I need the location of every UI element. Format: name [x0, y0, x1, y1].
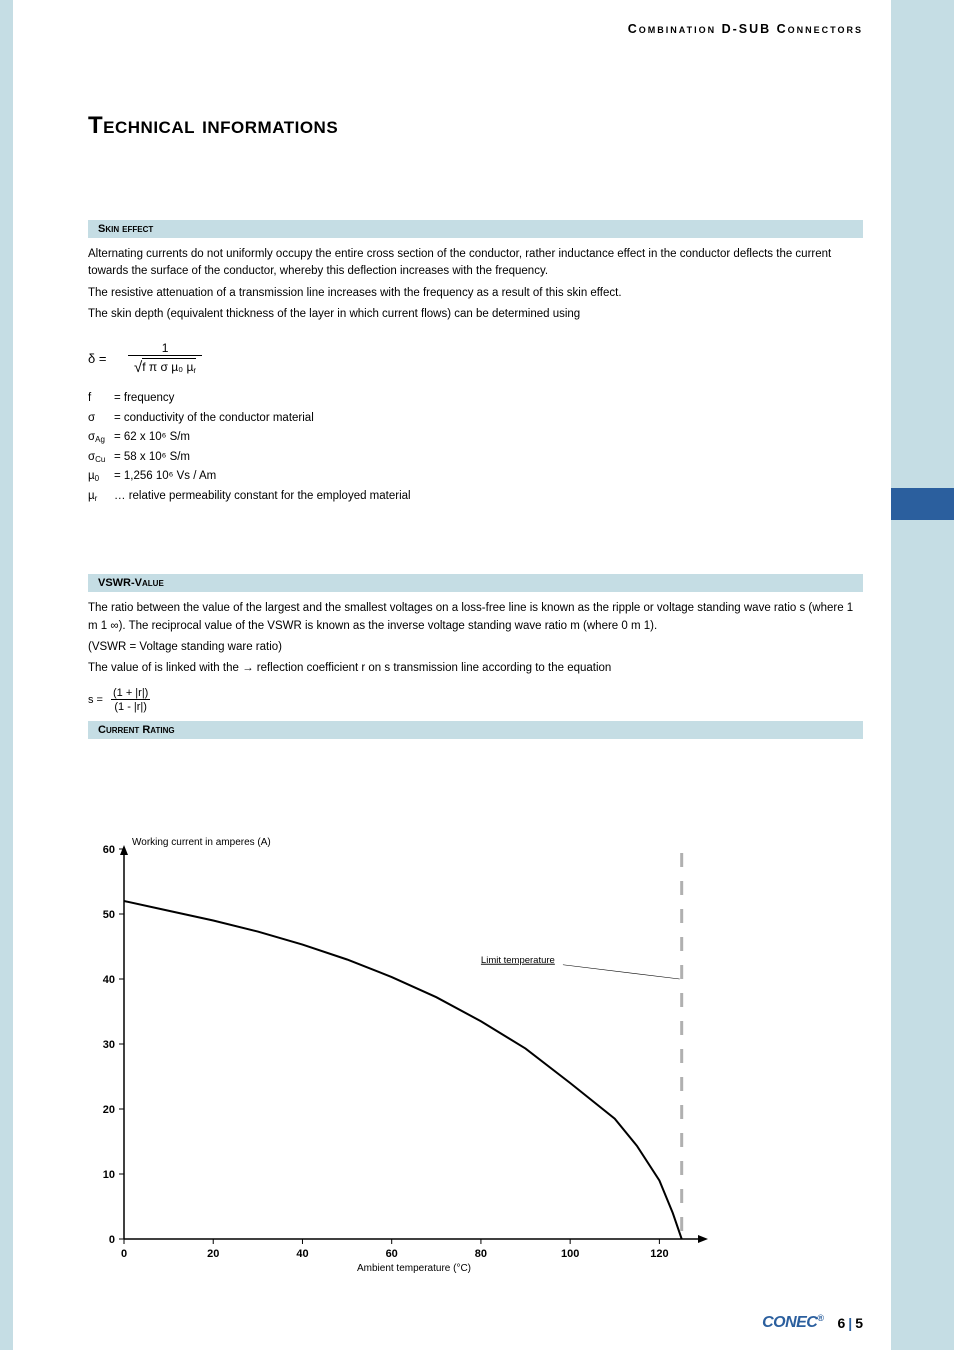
skin-depth-formula: δ = 1 √f π σ µ₀ µr [88, 341, 863, 379]
section-heading-skin-effect: Skin effect [88, 220, 863, 238]
svg-text:40: 40 [296, 1248, 308, 1260]
page: Combination D-SUB Connectors Technical i… [13, 0, 891, 1350]
definition-list: f= frequencyσ= conductivity of the condu… [88, 389, 863, 506]
side-tab[interactable] [891, 638, 954, 670]
svg-text:0: 0 [121, 1248, 127, 1260]
side-tab[interactable] [891, 888, 954, 920]
side-tab[interactable] [891, 738, 954, 770]
side-tab[interactable] [891, 788, 954, 820]
vswr-para2: (VSWR = Voltage standing ware ratio) [88, 639, 863, 656]
side-tab[interactable] [891, 688, 954, 720]
vswr-para1: The ratio between the value of the large… [88, 600, 863, 635]
header-category: Combination D-SUB Connectors [628, 22, 863, 36]
section-heading-vswr: VSWR-Value [88, 574, 863, 592]
skin-para3: The skin depth (equivalent thickness of … [88, 306, 863, 323]
section-heading-current-rating: Current Rating [88, 721, 863, 739]
side-tab[interactable] [891, 488, 954, 520]
definition-row: µ0= 1,256 10⁶ Vs / Am [88, 467, 863, 487]
formula-numerator: 1 [128, 341, 202, 355]
svg-text:20: 20 [207, 1248, 219, 1260]
side-tab[interactable] [891, 338, 954, 370]
svg-text:0: 0 [109, 1234, 115, 1246]
svg-text:Working current in amperes (A): Working current in amperes (A) [132, 837, 271, 848]
side-tab[interactable] [891, 1038, 954, 1070]
svg-text:80: 80 [475, 1248, 487, 1260]
side-tabs [891, 188, 954, 1088]
svg-text:Ambient temperature (°C): Ambient temperature (°C) [357, 1263, 471, 1273]
svg-text:Limit temperature: Limit temperature [481, 955, 555, 966]
page-title: Technical informations [88, 112, 338, 140]
side-tab[interactable] [891, 188, 954, 220]
side-tab[interactable] [891, 988, 954, 1020]
side-tab[interactable] [891, 838, 954, 870]
svg-text:100: 100 [561, 1248, 579, 1260]
page-footer: CONEC® 6|5 [762, 1313, 863, 1332]
svg-text:50: 50 [103, 909, 115, 921]
definition-row: σCu= 58 x 10⁶ S/m [88, 448, 863, 468]
side-tab[interactable] [891, 588, 954, 620]
content-area: Skin effect Alternating currents do not … [88, 220, 863, 1273]
definition-row: σ= conductivity of the conductor materia… [88, 409, 863, 429]
vswr-para3: The value of is linked with the → reflec… [88, 660, 863, 677]
skin-para1: Alternating currents do not uniformly oc… [88, 246, 863, 281]
side-tab[interactable] [891, 288, 954, 320]
svg-text:10: 10 [103, 1169, 115, 1181]
svg-text:120: 120 [650, 1248, 668, 1260]
chart-svg: 0 10 20 30 40 50 60 0 20 40 60 80 100 120 Working curr… [88, 831, 714, 1273]
arrow-right-icon: → [242, 660, 254, 677]
side-tab[interactable] [891, 238, 954, 270]
side-tab[interactable] [891, 388, 954, 420]
side-tab[interactable] [891, 938, 954, 970]
definition-row: σAg= 62 x 10⁶ S/m [88, 428, 863, 448]
current-rating-chart: 0 10 20 30 40 50 60 0 20 40 60 80 100 120 Working curr… [88, 831, 863, 1273]
page-number: 6|5 [837, 1315, 863, 1331]
side-tab[interactable] [891, 438, 954, 470]
vswr-formula: s = (1 + |r|) (1 - |r|) [88, 687, 863, 713]
svg-text:30: 30 [103, 1039, 115, 1051]
side-tab[interactable] [891, 538, 954, 570]
definition-row: f= frequency [88, 389, 863, 409]
svg-text:60: 60 [386, 1248, 398, 1260]
svg-text:40: 40 [103, 974, 115, 986]
svg-text:20: 20 [103, 1104, 115, 1116]
skin-para2: The resistive attenuation of a transmiss… [88, 285, 863, 302]
formula-denominator: √f π σ µ₀ µr [128, 355, 202, 376]
formula-lhs: δ = [88, 351, 106, 366]
definition-row: µr… relative permeability constant for t… [88, 487, 863, 507]
svg-text:60: 60 [103, 844, 115, 856]
conec-logo: CONEC® [762, 1313, 823, 1332]
